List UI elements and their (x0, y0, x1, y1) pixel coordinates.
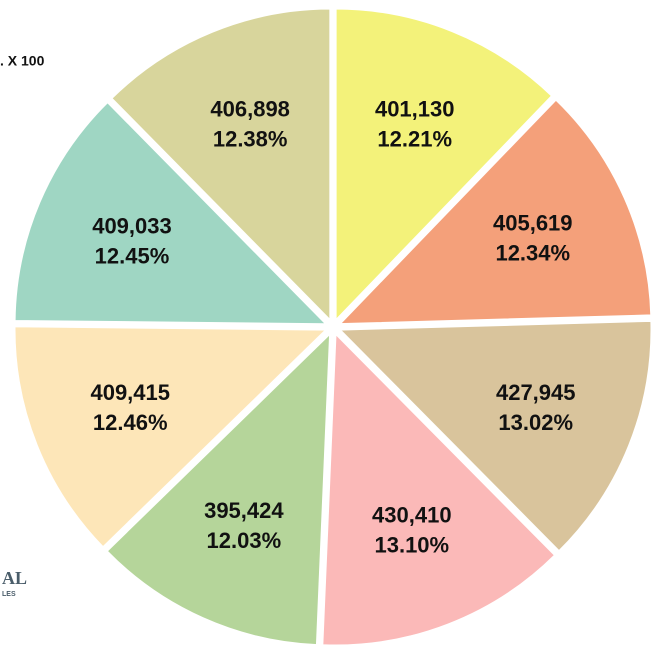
value-label: 427,945 (496, 380, 576, 405)
value-label: 409,033 (92, 213, 172, 238)
percent-label: 12.45% (95, 243, 170, 268)
pie-slice (109, 7, 332, 323)
percent-label: 13.10% (374, 533, 449, 558)
value-label: 401,130 (375, 96, 455, 121)
percent-label: 12.21% (377, 126, 452, 151)
logo-text: AL (2, 568, 27, 588)
value-label: 430,410 (372, 503, 452, 528)
value-label: 405,619 (493, 211, 573, 236)
logo-text: LES (2, 591, 16, 598)
pie-slice (336, 98, 652, 326)
pie-slice (337, 319, 652, 553)
pie-slice (105, 330, 332, 647)
pie-slice (321, 331, 557, 647)
pie-slice (13, 325, 329, 549)
pie-slice (334, 7, 554, 323)
percent-label: 13.02% (498, 410, 573, 435)
chart-title: . X 100 (0, 53, 45, 69)
percent-label: 12.03% (207, 528, 282, 553)
pie-slice (13, 100, 329, 326)
value-label: 409,415 (90, 380, 170, 405)
percent-label: 12.34% (495, 241, 570, 266)
value-label: 395,424 (204, 498, 284, 523)
value-label: 406,898 (210, 97, 290, 122)
percent-label: 12.38% (213, 127, 288, 152)
percent-label: 12.46% (93, 410, 168, 435)
